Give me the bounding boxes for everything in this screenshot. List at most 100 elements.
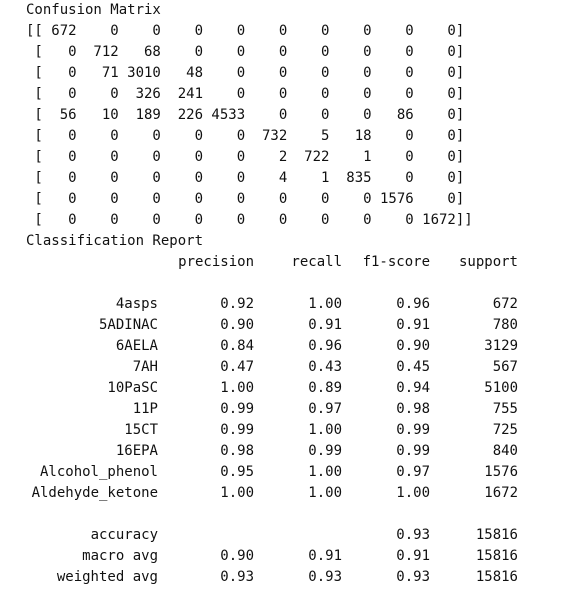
row-precision: 0.99	[220, 401, 254, 417]
row-label: 6AELA	[115, 338, 158, 354]
row-label: 5ADINAC	[98, 317, 158, 333]
row-support: 5100	[484, 380, 518, 396]
matrix-row: [ 0 0 0 0 0 2 722 1 0 0]	[26, 149, 465, 165]
row-recall: 1.00	[308, 296, 342, 312]
classification-report-title: Classification Report	[26, 233, 204, 249]
report-header-row: precision recall f1-score support	[26, 252, 576, 273]
row-precision: 0.92	[220, 296, 254, 312]
report-row: 5ADINAC 0.90 0.91 0.91 780	[26, 315, 576, 336]
row-label: Aldehyde_ketone	[31, 485, 158, 501]
row-f1-score: 0.91	[396, 548, 430, 564]
report-row: 15CT 0.99 1.00 0.99 725	[26, 420, 576, 441]
row-recall: 0.99	[308, 443, 342, 459]
summary-row: weighted avg 0.93 0.93 0.93 15816	[26, 567, 576, 588]
row-recall: 0.93	[308, 569, 342, 585]
report-row: 7AH 0.47 0.43 0.45 567	[26, 357, 576, 378]
row-precision: 0.90	[220, 317, 254, 333]
blank-line	[26, 504, 576, 525]
header-precision: precision	[178, 254, 254, 270]
summary-row: accuracy 0.93 15816	[26, 525, 576, 546]
row-precision: 0.90	[220, 548, 254, 564]
row-label: Alcohol_phenol	[39, 464, 158, 480]
matrix-row: [ 0 71 3010 48 0 0 0 0 0 0]	[26, 65, 465, 81]
row-recall: 1.00	[308, 464, 342, 480]
report-summary: accuracy 0.93 15816 macro avg 0.90 0.91 0.91 15…	[26, 525, 576, 588]
row-precision: 1.00	[220, 485, 254, 501]
row-support: 672	[492, 296, 518, 312]
row-support: 725	[492, 422, 518, 438]
header-support: support	[458, 254, 518, 270]
row-label: macro avg	[82, 548, 158, 564]
row-support: 567	[492, 359, 518, 375]
header-recall: recall	[291, 254, 342, 270]
row-label: weighted avg	[56, 569, 158, 585]
report-row: 4asps 0.92 1.00 0.96 672	[26, 294, 576, 315]
row-label: 11P	[132, 401, 158, 417]
row-recall: 0.97	[308, 401, 342, 417]
row-support: 15816	[475, 548, 518, 564]
row-f1-score: 0.96	[396, 296, 430, 312]
matrix-row: [ 0 0 0 0 0 0 0 0 1576 0]	[26, 191, 465, 207]
matrix-row: [ 0 0 0 0 0 0 0 0 0 1672]]	[26, 212, 473, 228]
row-f1-score: 0.93	[396, 569, 430, 585]
row-precision: 0.98	[220, 443, 254, 459]
report-row: 11P 0.99 0.97 0.98 755	[26, 399, 576, 420]
row-precision: 0.47	[220, 359, 254, 375]
row-recall: 1.00	[308, 485, 342, 501]
row-precision: 0.84	[220, 338, 254, 354]
row-recall: 0.96	[308, 338, 342, 354]
row-label: 10PaSC	[107, 380, 158, 396]
row-support: 15816	[475, 569, 518, 585]
row-precision: 0.95	[220, 464, 254, 480]
row-f1-score: 0.99	[396, 422, 430, 438]
row-f1-score: 0.91	[396, 317, 430, 333]
report-row: 10PaSC 1.00 0.89 0.94 5100	[26, 378, 576, 399]
row-label: 16EPA	[115, 443, 158, 459]
row-f1-score: 0.98	[396, 401, 430, 417]
matrix-row: [ 0 0 0 0 0 4 1 835 0 0]	[26, 170, 465, 186]
matrix-row: [ 0 712 68 0 0 0 0 0 0 0]	[26, 44, 465, 60]
row-support: 3129	[484, 338, 518, 354]
row-support: 840	[492, 443, 518, 459]
row-f1-score: 1.00	[396, 485, 430, 501]
console-output: Confusion Matrix [[ 672 0 0 0 0 0 0 0 0 …	[26, 0, 576, 588]
blank-line	[26, 273, 576, 294]
report-rows: 4asps 0.92 1.00 0.96 672 5ADINAC 0.90 0.91 0.91 7…	[26, 294, 576, 504]
row-recall: 1.00	[308, 422, 342, 438]
matrix-row: [ 56 10 189 226 4533 0 0 0 86 0]	[26, 107, 465, 123]
row-support: 15816	[475, 527, 518, 543]
row-f1-score: 0.99	[396, 443, 430, 459]
summary-row: macro avg 0.90 0.91 0.91 15816	[26, 546, 576, 567]
row-recall: 0.91	[308, 317, 342, 333]
row-f1-score: 0.94	[396, 380, 430, 396]
row-f1-score: 0.93	[396, 527, 430, 543]
row-f1-score: 0.90	[396, 338, 430, 354]
row-recall: 0.43	[308, 359, 342, 375]
row-label: accuracy	[90, 527, 158, 543]
header-f1-score: f1-score	[362, 254, 430, 270]
row-label: 4asps	[115, 296, 158, 312]
row-f1-score: 0.97	[396, 464, 430, 480]
row-support: 780	[492, 317, 518, 333]
report-row: Aldehyde_ketone 1.00 1.00 1.00 1672	[26, 483, 576, 504]
row-precision: 1.00	[220, 380, 254, 396]
row-support: 1672	[484, 485, 518, 501]
row-precision: 0.99	[220, 422, 254, 438]
confusion-matrix: [[ 672 0 0 0 0 0 0 0 0 0] [ 0 712 68 0 0…	[26, 21, 576, 231]
report-row: 16EPA 0.98 0.99 0.99 840	[26, 441, 576, 462]
confusion-matrix-title: Confusion Matrix	[26, 2, 161, 18]
row-recall: 0.89	[308, 380, 342, 396]
row-support: 755	[492, 401, 518, 417]
row-support: 1576	[484, 464, 518, 480]
report-row: 6AELA 0.84 0.96 0.90 3129	[26, 336, 576, 357]
row-precision: 0.93	[220, 569, 254, 585]
row-recall: 0.91	[308, 548, 342, 564]
classification-report-table: precision recall f1-score support 4asps 0…	[26, 252, 576, 588]
row-label: 15CT	[124, 422, 158, 438]
row-label: 7AH	[132, 359, 158, 375]
matrix-row: [[ 672 0 0 0 0 0 0 0 0 0]	[26, 23, 465, 39]
matrix-row: [ 0 0 326 241 0 0 0 0 0 0]	[26, 86, 465, 102]
matrix-row: [ 0 0 0 0 0 732 5 18 0 0]	[26, 128, 465, 144]
report-row: Alcohol_phenol 0.95 1.00 0.97 1576	[26, 462, 576, 483]
row-f1-score: 0.45	[396, 359, 430, 375]
